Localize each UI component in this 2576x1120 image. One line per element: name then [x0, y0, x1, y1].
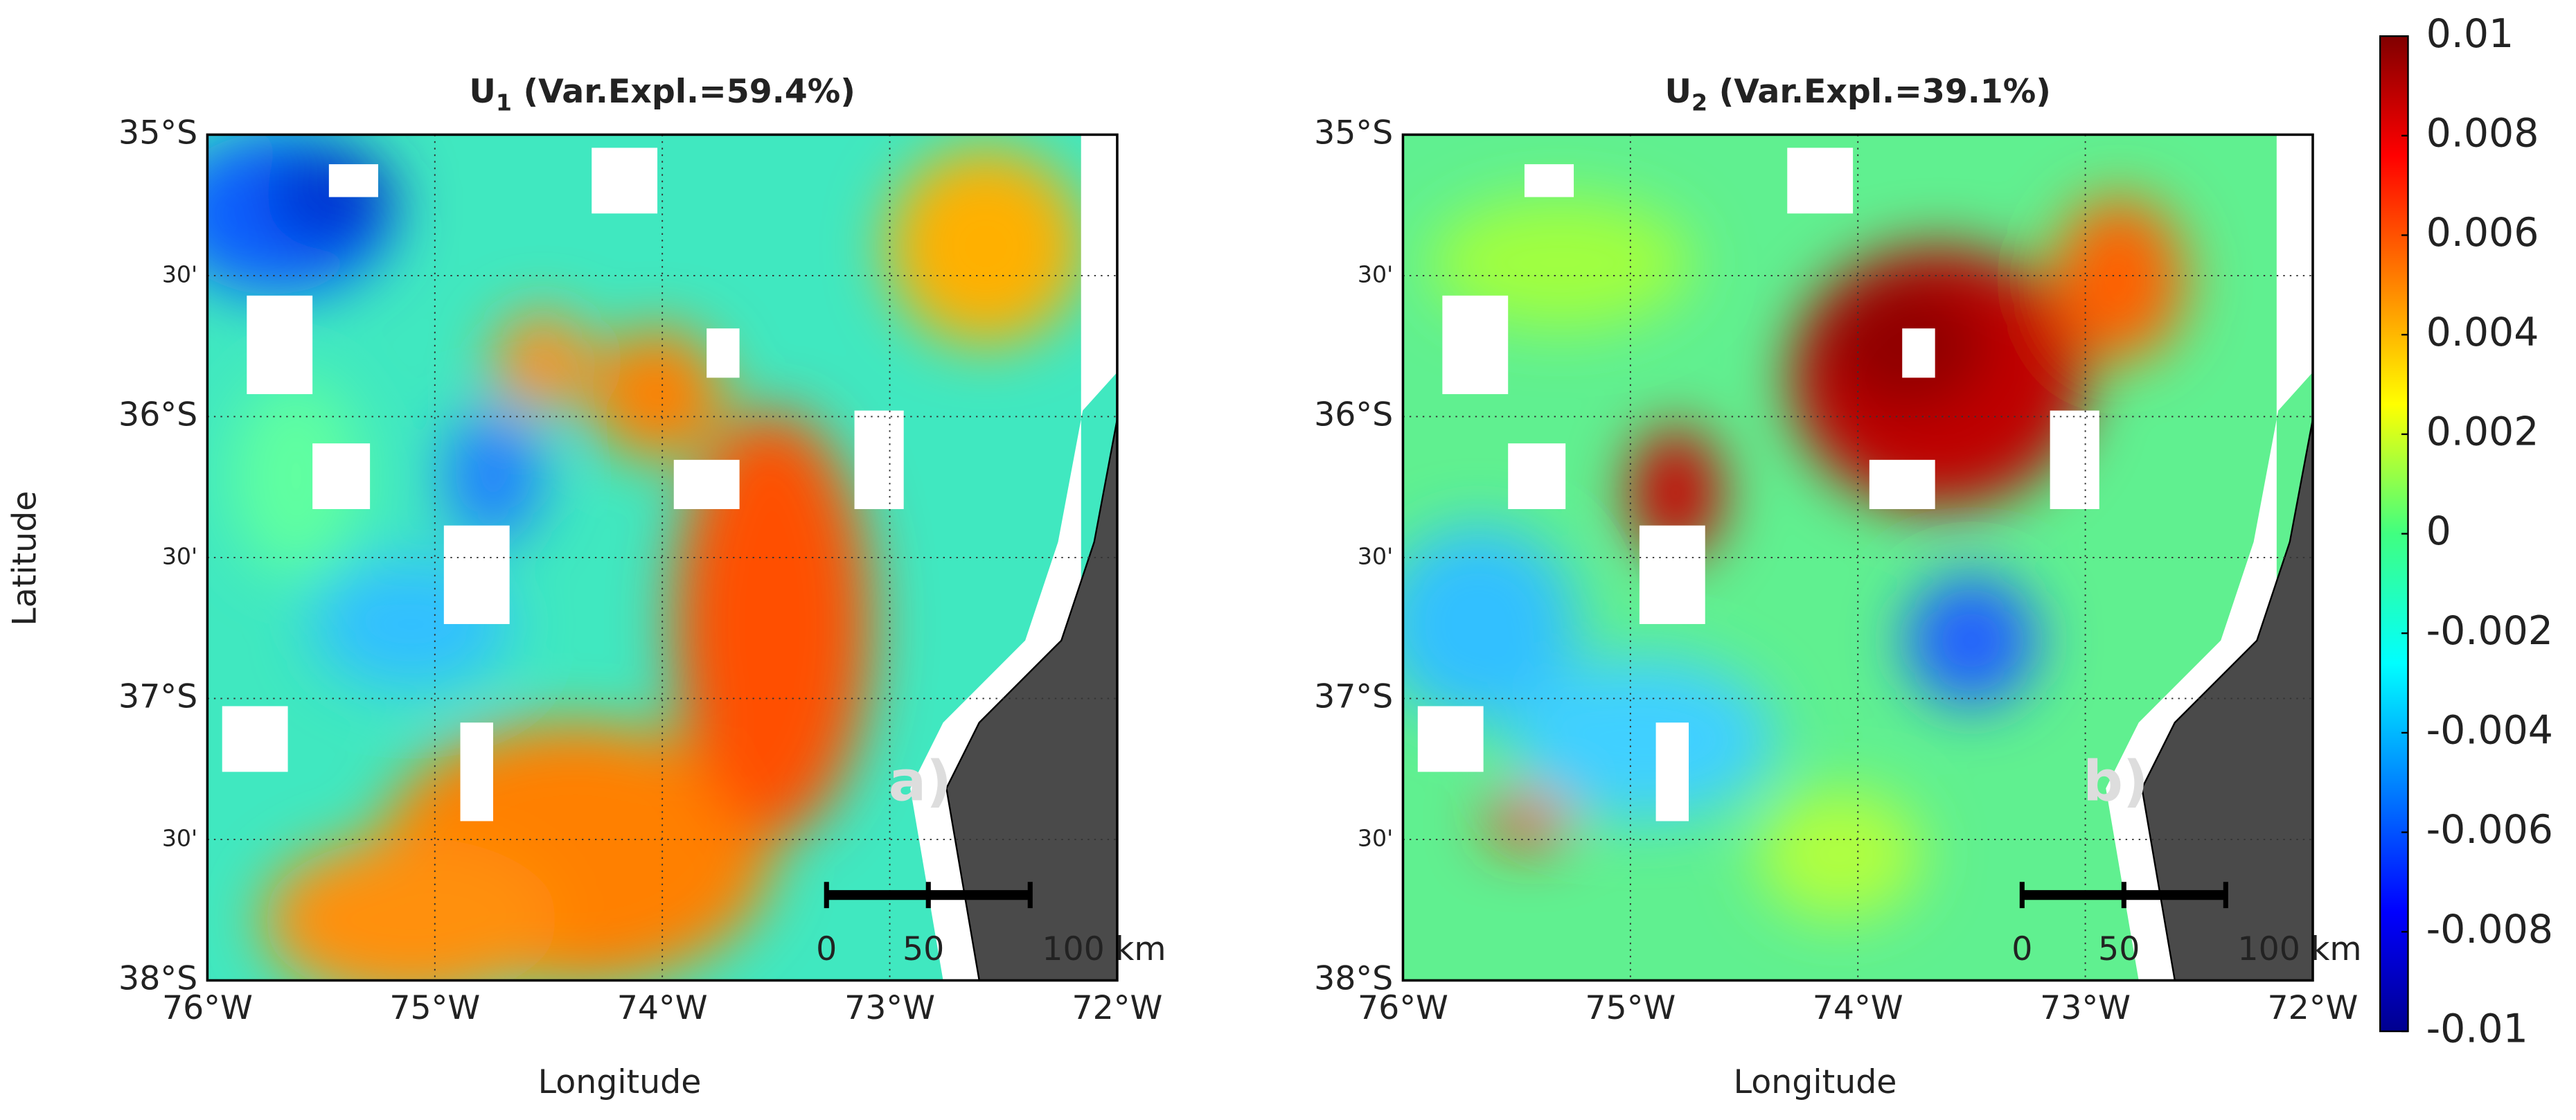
field-blob	[263, 837, 559, 981]
land	[945, 134, 1117, 981]
scale-label: 0	[816, 930, 837, 968]
field-blob	[592, 328, 723, 460]
y-tick-label: 30'	[1358, 542, 1393, 569]
y-tick-label: 38°S	[118, 959, 197, 997]
cloud-mask	[1417, 706, 1484, 772]
colorbar-tick-label: 0	[2426, 508, 2451, 554]
title-rest: (Var.Expl.=39.1%)	[1707, 73, 2051, 111]
colorbar-tick-label: 0.002	[2426, 409, 2539, 455]
field-blob	[1757, 788, 1922, 920]
cloud-mask	[707, 328, 740, 378]
cloud-mask	[443, 525, 510, 624]
scale-label: 0	[2011, 930, 2032, 968]
y-tick-label: 37°S	[1314, 677, 1393, 715]
panel-title: U2 (Var.Expl.=39.1%)	[1664, 73, 2050, 116]
panel-label: a)	[889, 749, 952, 814]
cloud-mask	[854, 410, 904, 509]
x-tick-label: 75°W	[1585, 989, 1676, 1027]
x-tick-label: 74°W	[617, 989, 708, 1027]
x-tick-label: 73°W	[844, 989, 935, 1027]
cloud-mask	[222, 706, 288, 772]
colorbar-tick-label: -0.006	[2426, 807, 2553, 853]
y-axis-label: Latitude	[6, 491, 44, 626]
field-blob	[1486, 796, 1569, 846]
title-main: U	[469, 73, 496, 111]
colorbar-tick-label: -0.01	[2426, 1006, 2528, 1052]
field-blob	[230, 377, 362, 575]
field-blob	[2053, 197, 2185, 362]
colorbar-tick-label: -0.002	[2426, 608, 2553, 654]
cloud-mask	[328, 164, 378, 197]
x-tick-label: 72°W	[2268, 989, 2359, 1027]
cloud-mask	[1787, 148, 1854, 214]
y-tick-label: 37°S	[118, 677, 197, 715]
field-blob	[263, 148, 395, 247]
y-tick-label: 38°S	[1314, 959, 1393, 997]
colorbar-tick-label: -0.004	[2426, 708, 2553, 754]
y-tick-label: 36°S	[118, 395, 197, 434]
y-tick-label: 30'	[1358, 824, 1393, 851]
cloud-mask	[2050, 410, 2099, 509]
cloud-mask	[673, 459, 740, 509]
cloud-mask	[312, 443, 371, 509]
field-blob	[1905, 574, 2037, 706]
scale-label: 50	[2098, 930, 2140, 968]
cloud-mask	[1902, 328, 1935, 378]
map-field	[207, 134, 1117, 981]
title-main: U	[1664, 73, 1691, 111]
x-axis-label: Longitude	[1734, 1063, 1897, 1101]
scale-label: 50	[903, 930, 944, 968]
x-axis-label: Longitude	[538, 1063, 702, 1101]
x-tick-label: 73°W	[2040, 989, 2131, 1027]
colorbar-tick-label: 0.008	[2426, 110, 2539, 156]
cloud-mask	[1869, 459, 1935, 509]
panel-label: b)	[2083, 749, 2149, 814]
y-tick-label: 30'	[162, 824, 197, 851]
cloud-mask	[460, 722, 493, 821]
x-tick-label: 76°W	[1358, 989, 1448, 1027]
cloud-mask	[592, 148, 658, 214]
field-blob	[673, 410, 871, 838]
scale-label: 100 km	[1042, 930, 1166, 968]
title-sub: 1	[496, 89, 512, 116]
colorbar-tick-label: -0.008	[2426, 907, 2553, 952]
y-tick-label: 30'	[1358, 260, 1393, 287]
x-tick-label: 72°W	[1072, 989, 1162, 1027]
cloud-mask	[1639, 525, 1705, 624]
panel-title: U1 (Var.Expl.=59.4%)	[469, 73, 855, 116]
field-blob	[1403, 525, 1577, 723]
plot-frame	[206, 133, 1119, 982]
cloud-mask	[1524, 164, 1574, 197]
scale-label: 100 km	[2237, 930, 2361, 968]
cloud-mask	[1655, 722, 1689, 821]
colorbar-tick-label: 0.006	[2426, 210, 2539, 256]
plot-frame	[1401, 133, 2314, 982]
land	[2141, 134, 2313, 981]
field-blob	[887, 148, 1085, 345]
x-tick-label: 76°W	[162, 989, 253, 1027]
y-tick-label: 30'	[162, 542, 197, 569]
x-tick-label: 75°W	[389, 989, 480, 1027]
title-rest: (Var.Expl.=59.4%)	[512, 73, 855, 111]
title-sub: 2	[1691, 89, 1707, 116]
field-blob	[1511, 657, 1775, 821]
y-tick-label: 35°S	[1314, 114, 1393, 152]
colorbar-tick-label: 0.01	[2426, 11, 2514, 57]
field-blob	[492, 312, 592, 411]
cloud-mask	[1442, 295, 1509, 395]
field-blob	[443, 410, 543, 542]
y-tick-label: 36°S	[1314, 395, 1393, 434]
cloud-mask	[1508, 443, 1566, 509]
y-tick-label: 35°S	[118, 114, 197, 152]
colorbar-tick-label: 0.004	[2426, 310, 2539, 355]
y-tick-label: 30'	[162, 260, 197, 287]
cloud-mask	[247, 295, 313, 395]
x-tick-label: 74°W	[1813, 989, 1903, 1027]
